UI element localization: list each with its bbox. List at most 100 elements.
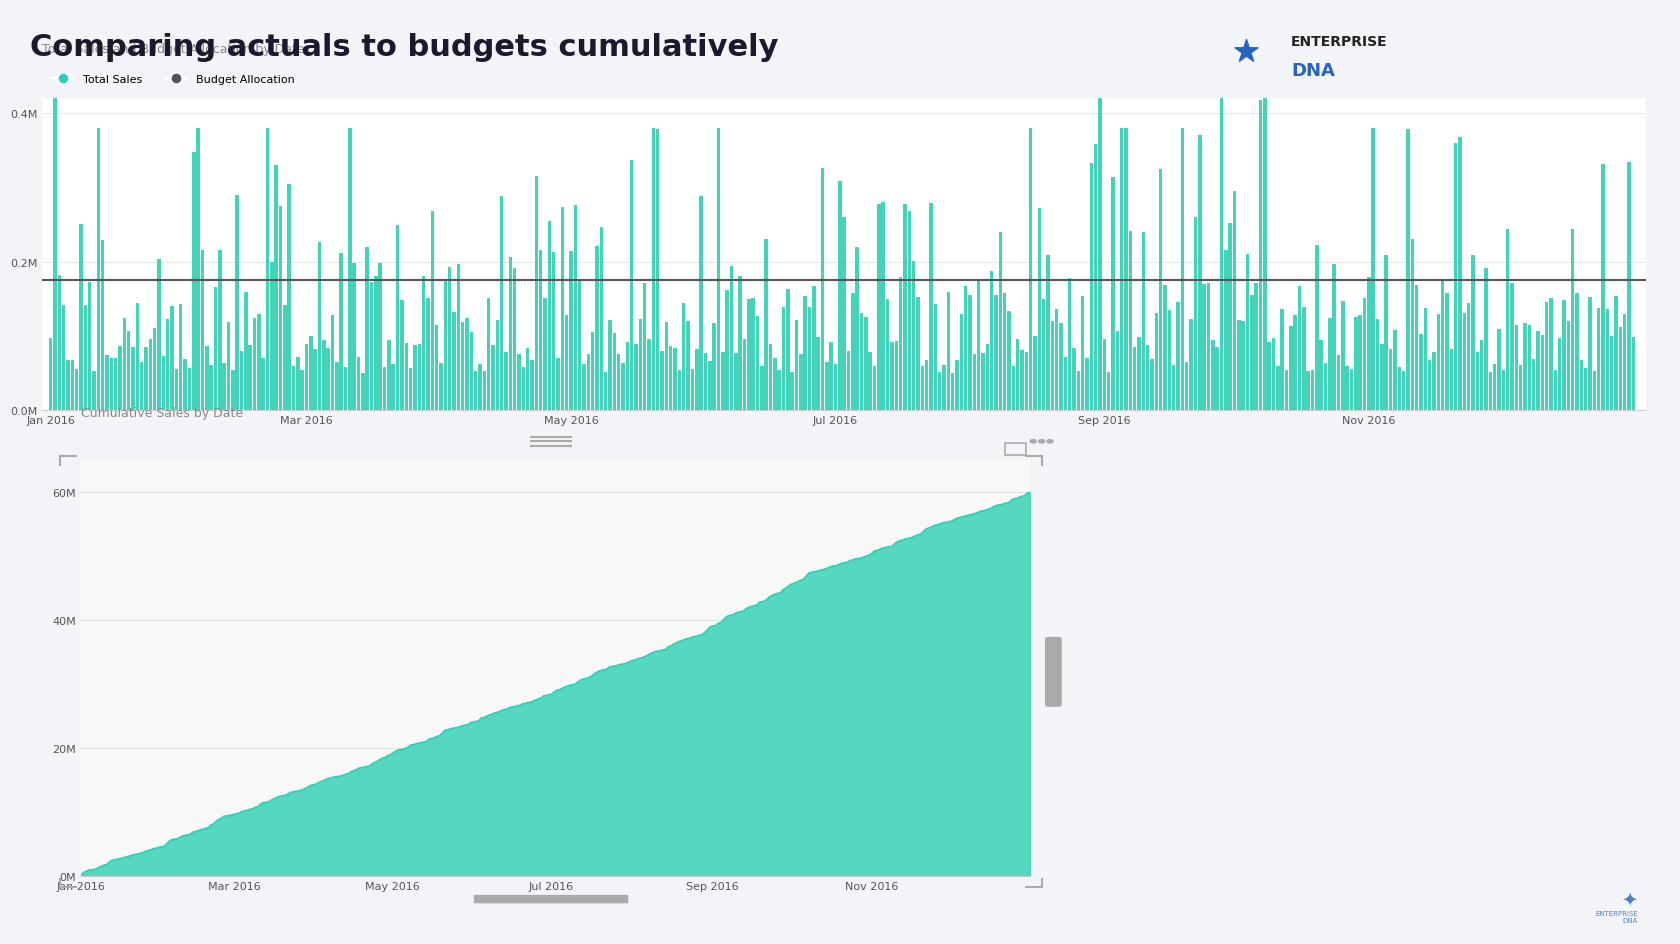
Bar bbox=[517, 354, 521, 411]
Bar bbox=[79, 225, 82, 411]
Bar bbox=[1562, 300, 1566, 411]
Bar bbox=[1146, 346, 1149, 411]
Bar bbox=[427, 298, 430, 411]
Bar bbox=[161, 357, 165, 411]
Bar bbox=[1567, 322, 1571, 411]
Bar bbox=[1579, 361, 1583, 411]
Bar bbox=[197, 128, 200, 411]
Bar bbox=[1008, 312, 1011, 411]
Bar bbox=[54, 99, 57, 411]
Bar bbox=[1441, 280, 1445, 411]
Bar bbox=[265, 128, 269, 411]
Bar bbox=[1077, 372, 1080, 411]
Bar bbox=[1618, 329, 1623, 411]
Bar bbox=[405, 344, 408, 411]
Bar bbox=[491, 346, 494, 411]
Bar bbox=[1099, 99, 1102, 411]
Bar bbox=[1337, 356, 1341, 411]
Bar bbox=[1080, 296, 1084, 411]
Bar bbox=[1494, 364, 1497, 411]
Bar bbox=[521, 367, 526, 411]
Bar bbox=[383, 368, 386, 411]
Bar bbox=[1329, 319, 1332, 411]
Bar bbox=[674, 348, 677, 411]
Bar bbox=[942, 365, 946, 411]
Bar bbox=[1389, 350, 1393, 411]
Bar bbox=[885, 299, 889, 411]
Legend: Total Sales, Budget Allocation: Total Sales, Budget Allocation bbox=[47, 71, 299, 90]
Bar bbox=[986, 345, 990, 411]
Bar bbox=[595, 247, 598, 411]
Bar bbox=[643, 283, 647, 411]
Bar bbox=[284, 306, 287, 411]
Bar bbox=[786, 290, 790, 411]
Bar bbox=[1247, 255, 1250, 411]
Bar bbox=[696, 349, 699, 411]
Bar bbox=[734, 353, 738, 411]
Bar bbox=[690, 370, 694, 411]
Bar bbox=[795, 320, 798, 411]
Bar bbox=[1129, 231, 1132, 411]
Bar bbox=[1541, 336, 1544, 411]
Bar bbox=[496, 321, 499, 411]
Bar bbox=[366, 248, 370, 411]
Bar bbox=[613, 333, 617, 411]
Bar bbox=[213, 288, 217, 411]
Bar bbox=[334, 362, 339, 411]
Bar bbox=[396, 226, 400, 411]
Bar bbox=[422, 277, 425, 411]
Bar bbox=[123, 318, 126, 411]
Bar bbox=[1242, 322, 1245, 411]
Bar bbox=[1233, 193, 1236, 411]
Bar bbox=[899, 278, 902, 411]
Bar bbox=[1601, 164, 1604, 411]
Bar bbox=[951, 373, 954, 411]
Bar bbox=[665, 323, 669, 411]
Bar bbox=[1063, 358, 1067, 411]
Bar bbox=[200, 251, 205, 411]
Bar bbox=[630, 161, 633, 411]
Bar bbox=[652, 128, 655, 411]
Bar bbox=[118, 346, 121, 411]
Bar bbox=[882, 202, 885, 411]
Bar bbox=[418, 345, 422, 411]
Bar bbox=[504, 352, 507, 411]
Bar bbox=[1072, 349, 1075, 411]
Point bbox=[1233, 44, 1260, 59]
Bar bbox=[1431, 352, 1436, 411]
Bar bbox=[92, 372, 96, 411]
Bar bbox=[1354, 317, 1357, 411]
Bar bbox=[1519, 366, 1522, 411]
Bar bbox=[235, 195, 239, 411]
Bar bbox=[1359, 316, 1362, 411]
Bar bbox=[183, 360, 186, 411]
Bar bbox=[1203, 285, 1206, 411]
Bar bbox=[778, 370, 781, 411]
Bar bbox=[1107, 372, 1110, 411]
Bar bbox=[444, 281, 447, 411]
Bar bbox=[1445, 294, 1448, 411]
Bar bbox=[1289, 327, 1292, 411]
Bar bbox=[907, 211, 911, 411]
Bar bbox=[148, 340, 153, 411]
Bar bbox=[811, 286, 815, 411]
Bar bbox=[465, 319, 469, 411]
Bar bbox=[743, 340, 746, 411]
Bar bbox=[479, 365, 482, 411]
Bar bbox=[1524, 324, 1527, 411]
Bar bbox=[71, 361, 74, 411]
Bar bbox=[756, 316, 759, 411]
Bar bbox=[1280, 310, 1284, 411]
Bar bbox=[830, 343, 833, 411]
Bar bbox=[101, 241, 104, 411]
Bar bbox=[1228, 224, 1231, 411]
Bar bbox=[1267, 343, 1270, 411]
Bar bbox=[578, 279, 581, 411]
Bar bbox=[175, 370, 178, 411]
Bar bbox=[647, 340, 650, 411]
Bar bbox=[192, 153, 195, 411]
Bar bbox=[981, 353, 984, 411]
Bar bbox=[842, 218, 847, 411]
Bar bbox=[361, 373, 365, 411]
Bar bbox=[287, 184, 291, 411]
